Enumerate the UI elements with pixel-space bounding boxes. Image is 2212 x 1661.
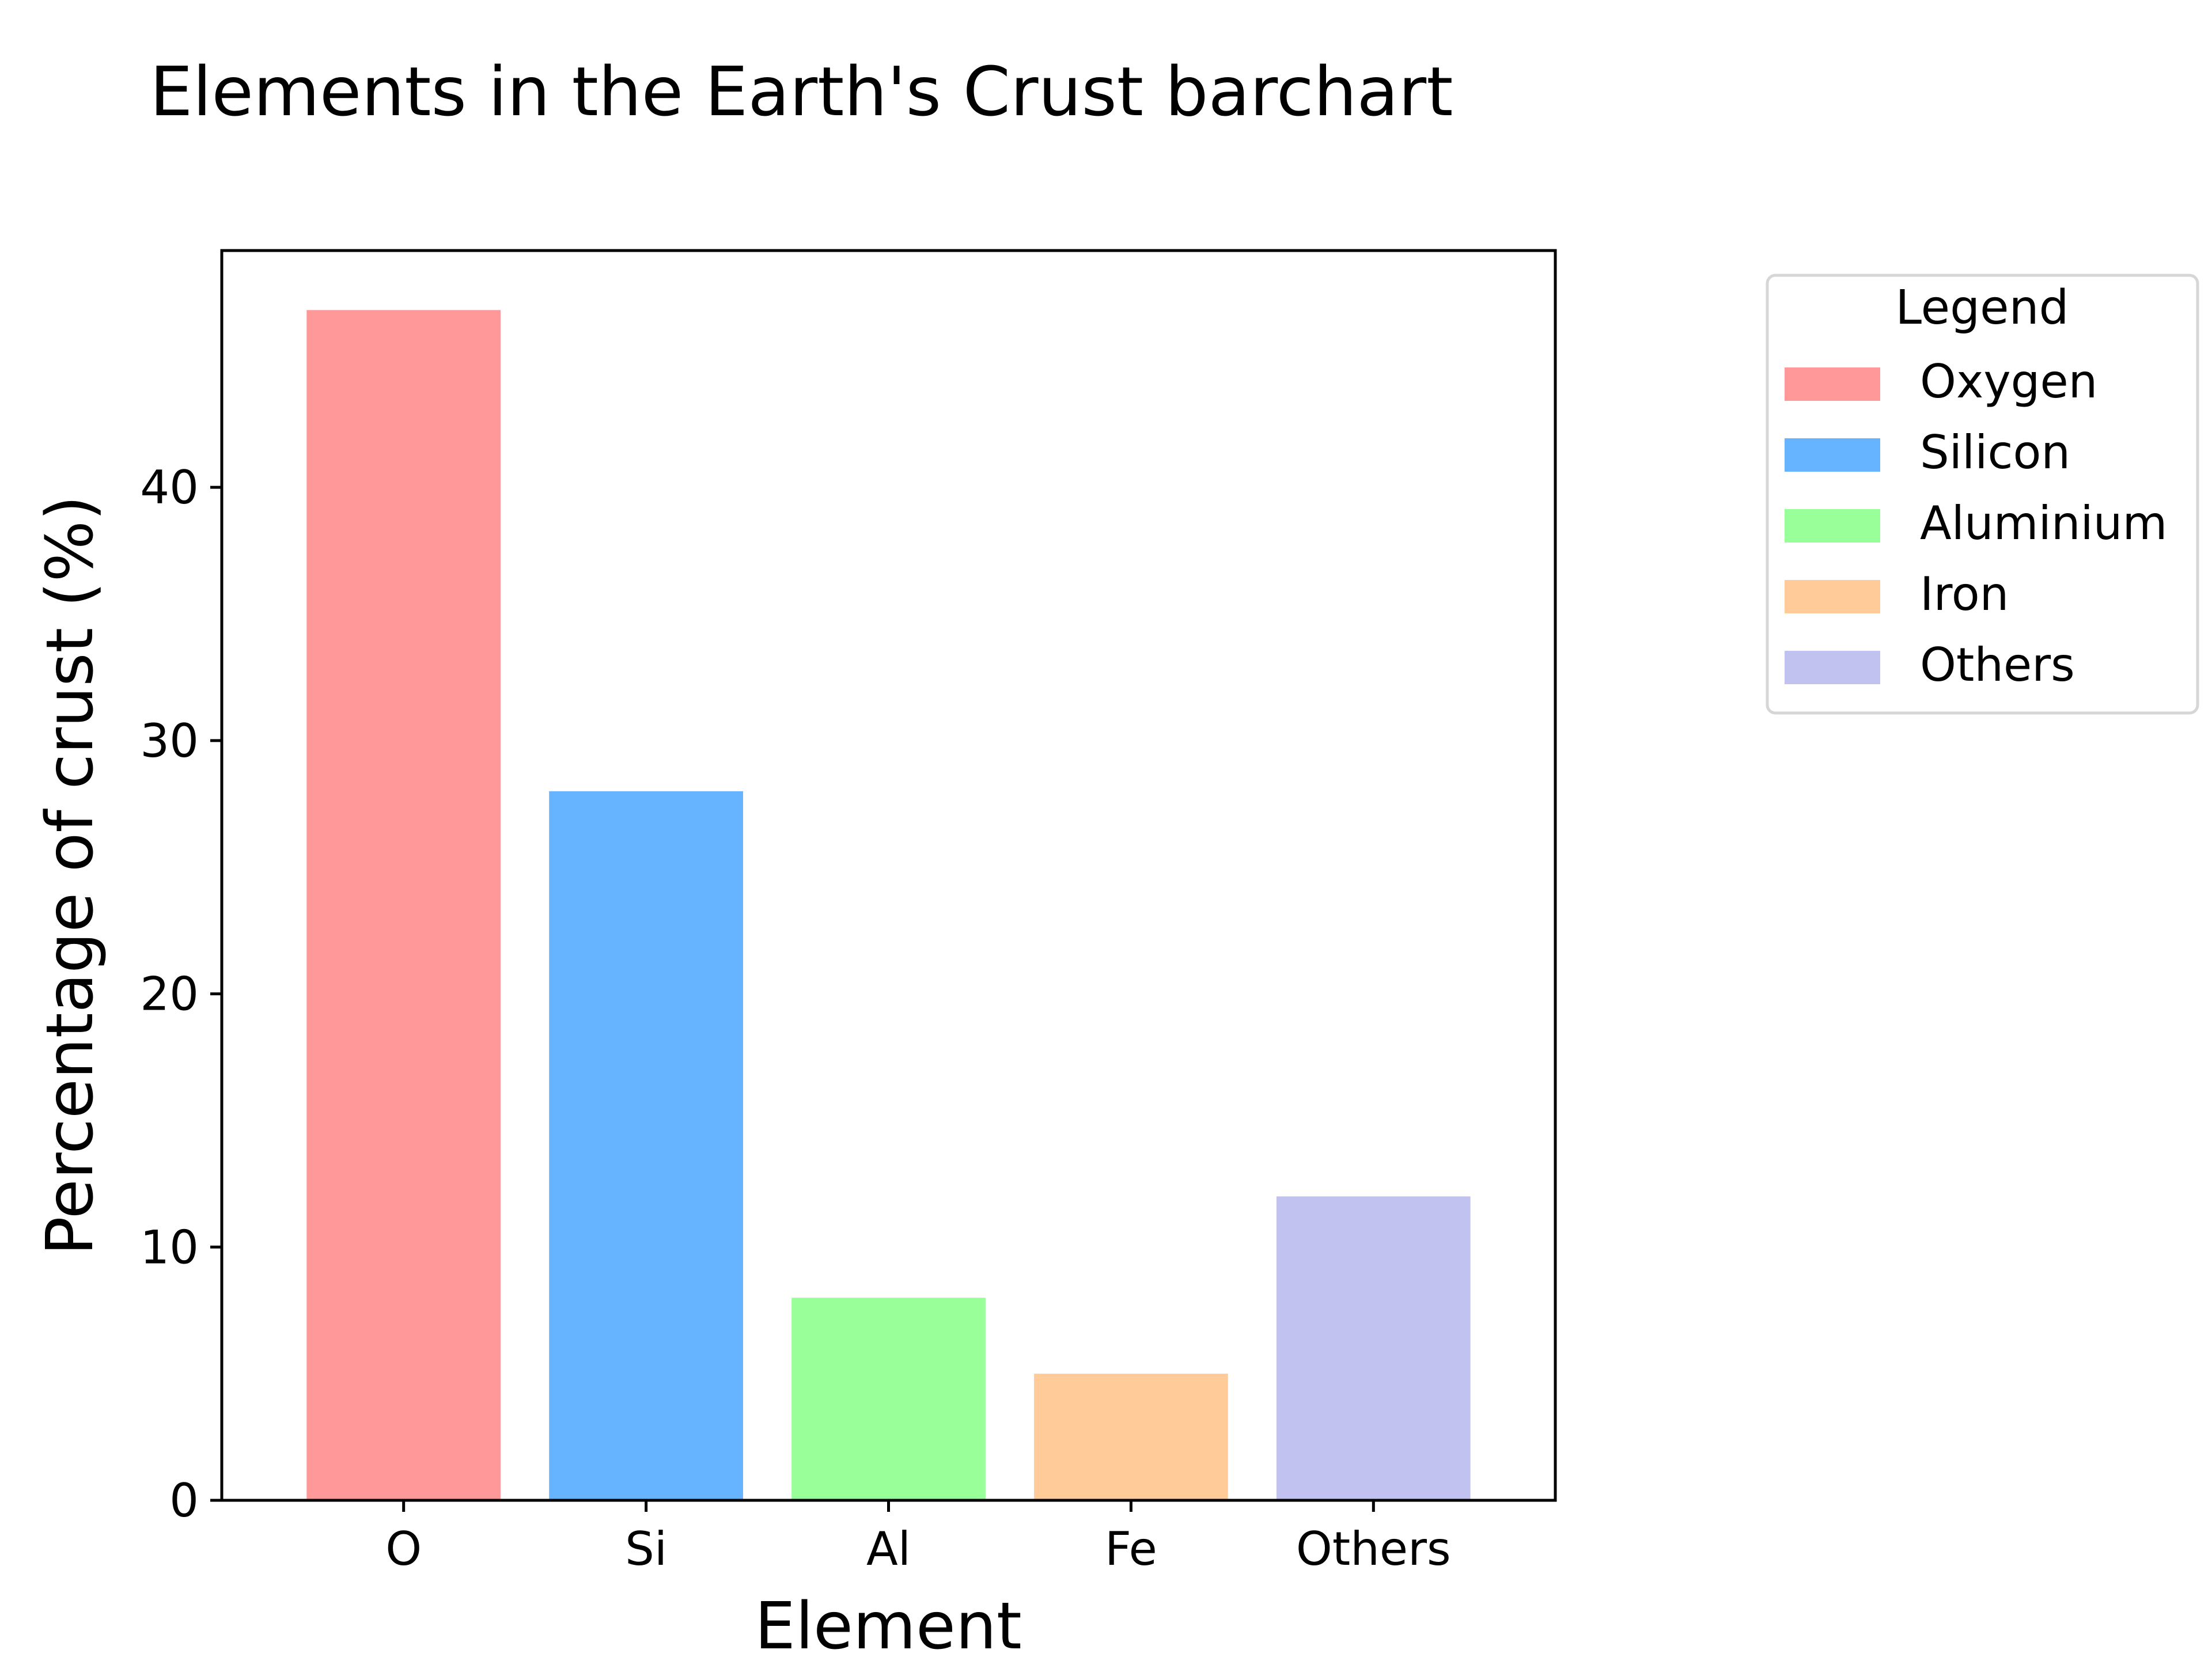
legend-swatch xyxy=(1785,367,1880,401)
x-tick-label: Al xyxy=(866,1522,911,1576)
x-tick-label: O xyxy=(385,1522,422,1576)
legend-swatch xyxy=(1785,580,1880,613)
x-axis-label: Element xyxy=(755,1589,1022,1659)
y-tick-label: 40 xyxy=(140,461,199,514)
y-tick-label: 20 xyxy=(140,968,199,1021)
x-tick-label: Fe xyxy=(1105,1522,1157,1576)
legend-swatch xyxy=(1785,509,1880,543)
legend-items: Oxygen Silicon Aluminium Iron Others xyxy=(1785,355,2167,692)
y-tick-label: 10 xyxy=(140,1220,199,1274)
legend-swatch xyxy=(1785,651,1880,684)
legend-entry-label: Aluminium xyxy=(1920,496,2167,550)
y-axis-label: Percentage of crust (%) xyxy=(33,495,108,1256)
legend-swatch xyxy=(1785,438,1880,472)
x-axis: O Si Al Fe Others xyxy=(385,1500,1451,1576)
chart-title: Elements in the Earth's Crust barchart xyxy=(150,52,1453,131)
plot-frame xyxy=(220,249,1557,1502)
legend: Legend Oxygen Silicon Aluminium Iron Others xyxy=(1766,274,2199,715)
y-tick-label: 0 xyxy=(169,1474,199,1527)
bar-others xyxy=(1276,1196,1471,1500)
legend-entry-label: Silicon xyxy=(1920,426,2070,479)
bar-al xyxy=(791,1298,986,1500)
x-tick-label: Si xyxy=(625,1522,667,1576)
legend-entry-label: Others xyxy=(1920,638,2075,692)
bar-si xyxy=(549,791,743,1500)
bar-fe xyxy=(1034,1374,1228,1500)
y-axis: 0 10 20 30 40 xyxy=(140,461,222,1527)
legend-entry-label: Iron xyxy=(1920,567,2009,621)
y-tick-label: 30 xyxy=(140,714,199,768)
legend-entry-label: Oxygen xyxy=(1920,355,2097,408)
x-tick-label: Others xyxy=(1296,1522,1451,1576)
bars-group xyxy=(306,310,1471,1501)
bar-o xyxy=(306,310,501,1501)
legend-title: Legend xyxy=(1895,280,2069,335)
